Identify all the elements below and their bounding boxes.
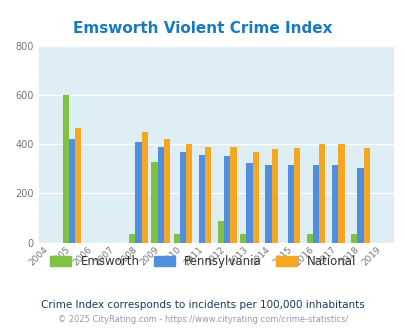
Bar bbox=[179, 152, 185, 243]
Bar bbox=[252, 152, 258, 243]
Bar bbox=[62, 95, 68, 243]
Bar bbox=[265, 165, 271, 243]
Bar bbox=[331, 165, 337, 243]
Bar bbox=[246, 163, 252, 243]
Bar bbox=[217, 221, 224, 243]
Bar bbox=[350, 234, 356, 243]
Bar bbox=[205, 147, 211, 243]
Bar bbox=[271, 148, 277, 243]
Bar bbox=[306, 234, 312, 243]
Bar bbox=[75, 128, 81, 243]
Bar bbox=[293, 148, 299, 243]
Bar bbox=[141, 132, 147, 243]
Bar bbox=[163, 139, 170, 243]
Text: © 2025 CityRating.com - https://www.cityrating.com/crime-statistics/: © 2025 CityRating.com - https://www.city… bbox=[58, 315, 347, 324]
Bar bbox=[356, 168, 363, 243]
Bar bbox=[129, 234, 135, 243]
Bar bbox=[230, 147, 236, 243]
Text: Crime Index corresponds to incidents per 100,000 inhabitants: Crime Index corresponds to incidents per… bbox=[41, 300, 364, 310]
Bar bbox=[240, 234, 246, 243]
Bar bbox=[198, 155, 205, 243]
Bar bbox=[185, 144, 192, 243]
Bar bbox=[135, 142, 141, 243]
Bar bbox=[173, 234, 179, 243]
Bar bbox=[151, 162, 157, 243]
Text: Emsworth Violent Crime Index: Emsworth Violent Crime Index bbox=[73, 21, 332, 36]
Bar bbox=[287, 165, 293, 243]
Bar bbox=[318, 145, 325, 243]
Bar bbox=[337, 145, 344, 243]
Bar bbox=[68, 140, 75, 243]
Bar bbox=[312, 165, 318, 243]
Bar bbox=[157, 147, 163, 243]
Bar bbox=[224, 156, 230, 243]
Bar bbox=[363, 148, 369, 243]
Legend: Emsworth, Pennsylvania, National: Emsworth, Pennsylvania, National bbox=[45, 250, 360, 273]
